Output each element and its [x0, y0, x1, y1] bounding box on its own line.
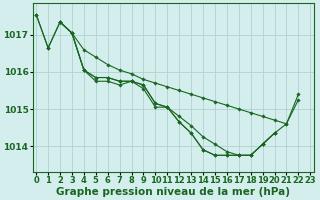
X-axis label: Graphe pression niveau de la mer (hPa): Graphe pression niveau de la mer (hPa)	[56, 187, 290, 197]
